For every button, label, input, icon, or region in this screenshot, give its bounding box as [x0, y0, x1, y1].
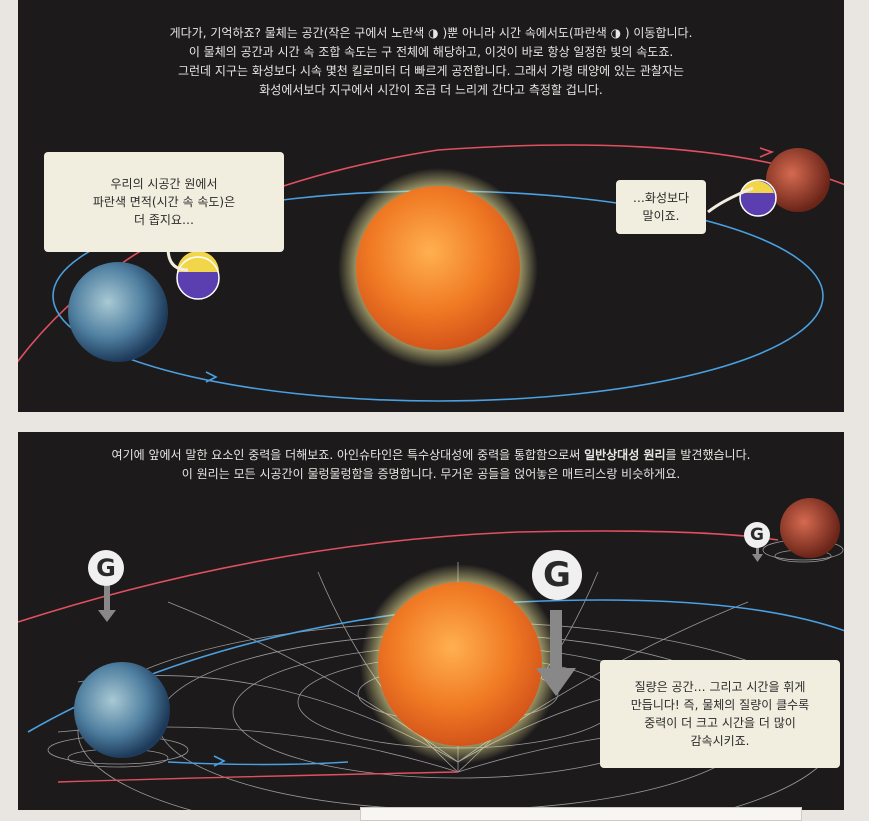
- mars-speech-bubble: …화성보다 말이죠.: [616, 180, 706, 234]
- mars-bubble-pointer: [707, 186, 754, 214]
- earth: [68, 262, 168, 362]
- panel1-caption: 게다가, 기억하죠? 물체는 공간(작은 구에서 노란색 ◑ )뿐 아니라 시간…: [169, 26, 693, 97]
- earth-spacetime-sphere: [176, 251, 220, 300]
- mars-spacetime-sphere: [739, 179, 777, 217]
- panel-gravity: G G G 여기에 앞에서 말한 요소인 중력을 더해보죠. 아인슈타인은 특수…: [18, 432, 844, 810]
- gravity-g-badge-mars: G: [744, 522, 770, 548]
- gravity-arrow-sun: [550, 610, 562, 670]
- earth-orbit-arrow: [205, 371, 218, 383]
- mars: [766, 148, 830, 212]
- mars-2: [780, 498, 840, 558]
- panel-orbits: 게다가, 기억하죠? 물체는 공간(작은 구에서 노란색 ◑ )뿐 아니라 시간…: [18, 0, 844, 412]
- panel2-caption: 여기에 앞에서 말한 요소인 중력을 더해보죠. 아인슈타인은 특수상대성에 중…: [111, 448, 751, 481]
- orbit-scene: [18, 144, 844, 402]
- gravity-arrow-mars: [756, 540, 759, 556]
- gravity-g-badge-earth: G: [88, 550, 124, 586]
- mars-orbit-arrow: [759, 147, 775, 158]
- gravity-g-badge-sun: G: [532, 550, 582, 600]
- mars-orbit-2: [18, 530, 779, 623]
- gravity-arrow-earth: [104, 582, 110, 612]
- gravity-speech-bubble: 질량은 공간… 그리고 시간을 휘게 만듭니다! 즉, 물체의 질량이 클수록 …: [600, 660, 840, 768]
- earth-speech-bubble: 우리의 시공간 원에서 파란색 면적(시간 속 속도)은 더 좁지요…: [44, 152, 284, 252]
- earth-2: [74, 662, 170, 758]
